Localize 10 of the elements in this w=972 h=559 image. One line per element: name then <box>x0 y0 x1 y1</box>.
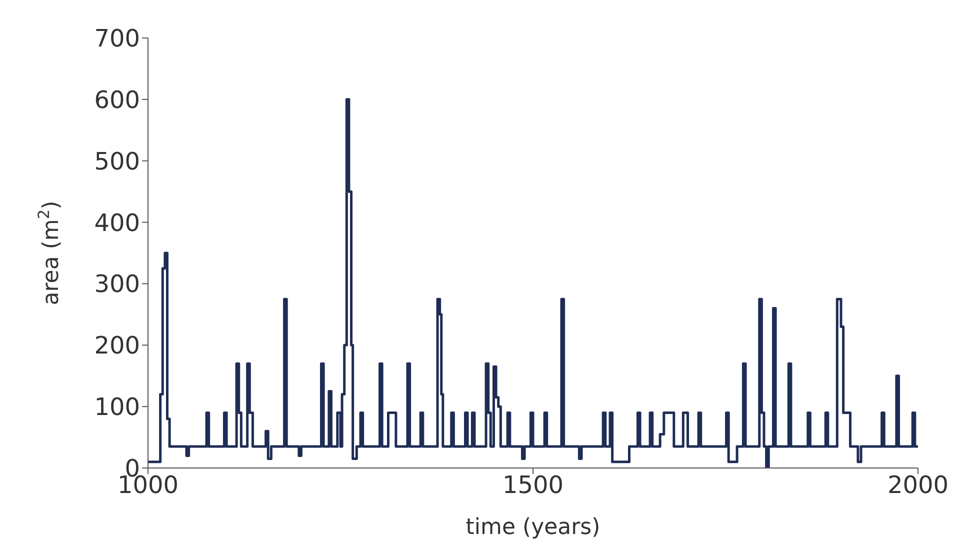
x-tick-label: 2000 <box>887 471 949 500</box>
x-tick-label: 1500 <box>502 471 564 500</box>
y-tick-label: 700 <box>94 24 140 53</box>
y-tick-label: 400 <box>94 208 140 237</box>
y-tick-label: 200 <box>94 332 140 360</box>
y-tick-label: 100 <box>94 393 140 422</box>
y-tick-label: 600 <box>94 86 140 114</box>
y-tick-label: 500 <box>94 147 140 176</box>
y-tick-label: 300 <box>94 270 140 298</box>
x-axis-title: time (years) <box>466 515 600 540</box>
